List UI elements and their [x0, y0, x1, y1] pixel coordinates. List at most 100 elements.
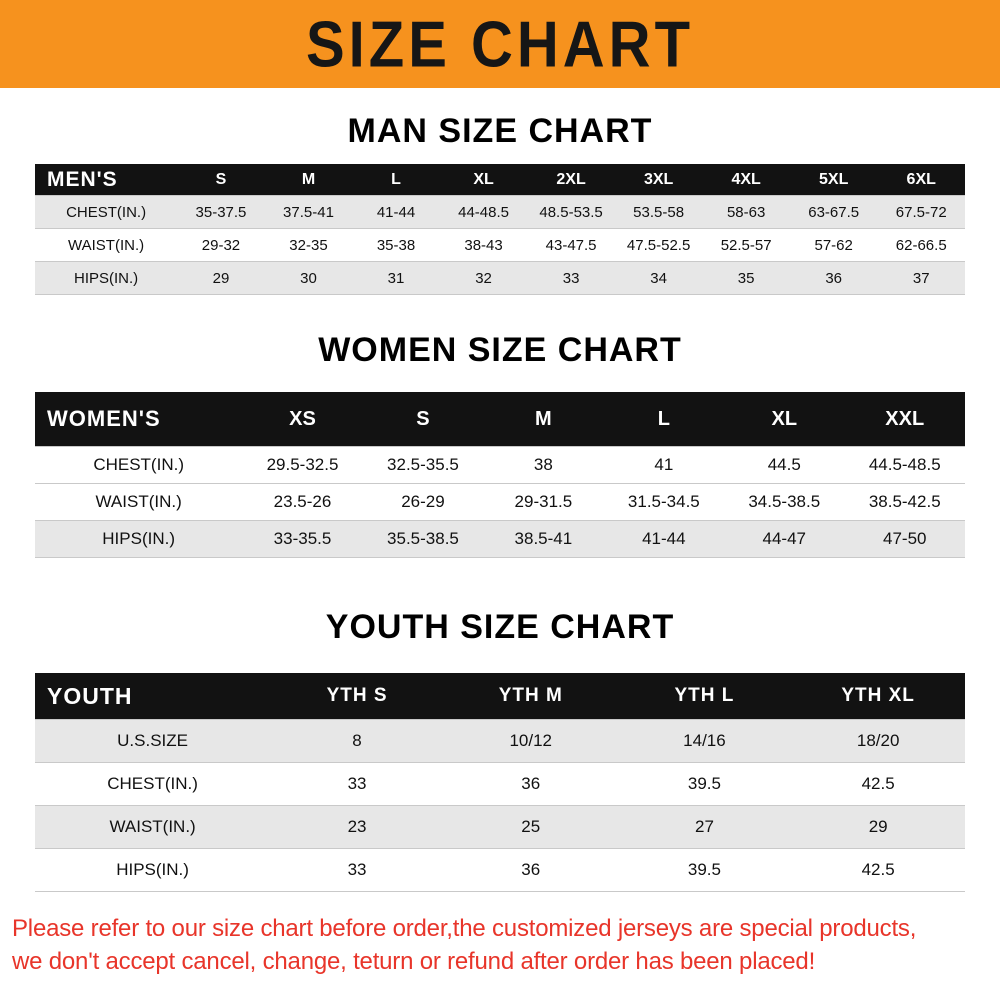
table-row: HIPS(IN.) 29 30 31 32 33 34 35 36 37: [35, 261, 965, 295]
value-cell: 32.5-35.5: [387, 455, 459, 474]
table-header-row: YOUTH YTH S YTH M YTH L YTH XL: [35, 673, 965, 720]
value-cell: 38.5-42.5: [868, 492, 941, 511]
size-column-header: 6XL: [877, 164, 965, 196]
size-column-header: 2XL: [527, 164, 615, 196]
footer-line-2: we don't accept cancel, change, teturn o…: [12, 948, 816, 975]
value-cell: 23: [347, 817, 367, 836]
size-column-header: YTH M: [443, 673, 618, 720]
value-cell: 41-44: [376, 203, 416, 221]
size-column-header: L: [352, 164, 440, 196]
value-cell: 37.5-41: [283, 203, 334, 221]
size-column-header: 3XL: [614, 164, 703, 196]
measurement-label-cell: WAIST(IN.): [109, 817, 196, 836]
value-cell: 34: [650, 269, 667, 287]
measurement-label-cell: HIPS(IN.): [74, 269, 139, 287]
measurement-label-cell: CHEST(IN.): [107, 774, 198, 793]
value-cell: 29: [212, 269, 230, 287]
value-cell: 27: [694, 817, 714, 836]
value-cell: 33-35.5: [273, 529, 332, 548]
value-cell: 43-47.5: [545, 236, 597, 254]
size-column-header: XL: [724, 392, 845, 447]
size-column-header: 5XL: [789, 164, 878, 196]
size-column-header: S: [362, 392, 484, 447]
table-row: WAIST(IN.) 23 25 27 29: [35, 805, 965, 849]
size-column-header: M: [483, 392, 604, 447]
size-column-header: YTH XL: [791, 673, 965, 720]
youth-section: YOUTH SIZE CHART YOUTH YTH S YTH M YTH L YTH…: [0, 608, 1000, 892]
value-cell: 29-32: [201, 236, 241, 254]
value-cell: 8: [352, 731, 362, 750]
value-cell: 39.5: [687, 774, 721, 793]
men-size-table: MEN'S S M L XL 2XL 3XL 4XL 5XL 6XL CHEST(IN.) 35-37…: [35, 164, 965, 295]
value-cell: 42.5: [861, 774, 895, 793]
value-cell: 31: [387, 269, 405, 287]
value-cell: 33: [562, 269, 580, 287]
value-cell: 44-47: [762, 529, 806, 548]
value-cell: 25: [521, 817, 541, 836]
value-cell: 35.5-38.5: [387, 529, 459, 548]
value-cell: 53.5-58: [633, 203, 685, 221]
value-cell: 38: [533, 455, 553, 474]
value-cell: 38.5-41: [514, 529, 573, 548]
value-cell: 44.5: [767, 455, 801, 474]
table-row: CHEST(IN.) 35-37.5 37.5-41 41-44 44-48.5 48.5…: [35, 195, 965, 229]
value-cell: 32: [475, 269, 492, 287]
women-section-heading: WOMEN SIZE CHART: [318, 331, 682, 369]
value-cell: 57-62: [814, 236, 853, 254]
women-section: WOMEN SIZE CHART WOMEN'S XS S M L XL XXL CHEST(…: [0, 331, 1000, 558]
size-column-header: XXL: [844, 392, 965, 447]
value-cell: 44-48.5: [458, 203, 509, 221]
size-column-header: 4XL: [702, 164, 790, 196]
value-cell: 42.5: [861, 860, 895, 879]
table-row: HIPS(IN.) 33 36 39.5 42.5: [35, 848, 965, 892]
value-cell: 29: [868, 817, 888, 836]
table-row: U.S.SIZE 8 10/12 14/16 18/20: [35, 719, 965, 763]
value-cell: 33: [347, 860, 367, 879]
value-cell: 47.5-52.5: [626, 236, 691, 254]
women-size-table: WOMEN'S XS S M L XL XXL CHEST(IN.) 29.5-32.5 32.5…: [35, 392, 965, 558]
footer-note: Please refer to our size chart before or…: [0, 892, 1000, 978]
value-cell: 34.5-38.5: [748, 492, 821, 511]
value-cell: 63-67.5: [808, 203, 860, 221]
size-column-header: YTH S: [270, 673, 444, 720]
youth-section-heading: YOUTH SIZE CHART: [325, 608, 675, 646]
value-cell: 29-31.5: [514, 492, 573, 511]
table-header-row: WOMEN'S XS S M L XL XXL: [35, 392, 965, 447]
value-cell: 36: [825, 269, 843, 287]
measurement-label-cell: HIPS(IN.): [102, 529, 176, 548]
table-row: WAIST(IN.) 29-32 32-35 35-38 38-43 43-47.5 47.…: [35, 228, 965, 262]
youth-size-table: YOUTH YTH S YTH M YTH L YTH XL U.S.SIZE 8 10/12…: [35, 673, 965, 892]
value-cell: 48.5-53.5: [539, 203, 603, 221]
value-cell: 35-37.5: [195, 203, 247, 221]
measurement-label-cell: WAIST(IN.): [68, 236, 145, 254]
value-cell: 33: [347, 774, 367, 793]
table-row: HIPS(IN.) 33-35.5 35.5-38.5 38.5-41 41-44 44-…: [35, 520, 965, 558]
measurement-label-cell: WAIST(IN.): [95, 492, 182, 511]
table-row: CHEST(IN.) 33 36 39.5 42.5: [35, 762, 965, 806]
value-cell: 62-66.5: [895, 236, 947, 254]
value-cell: 23.5-26: [273, 492, 332, 511]
value-cell: 29.5-32.5: [266, 455, 339, 474]
size-column-header: L: [603, 392, 725, 447]
value-cell: 44.5-48.5: [868, 455, 941, 474]
size-column-header: YTH L: [617, 673, 792, 720]
value-cell: 52.5-57: [720, 236, 772, 254]
size-chart-banner: SIZE CHART: [0, 0, 1000, 88]
value-cell: 38-43: [464, 236, 503, 254]
value-cell: 36: [521, 774, 541, 793]
table-title-cell: YOUTH: [35, 673, 271, 720]
table-title-cell: MEN'S: [35, 164, 178, 196]
size-column-header: M: [264, 164, 353, 196]
value-cell: 41-44: [642, 529, 686, 548]
value-cell: 47-50: [883, 529, 927, 548]
measurement-label-cell: CHEST(IN.): [93, 455, 184, 474]
value-cell: 58-63: [726, 203, 766, 221]
measurement-label-cell: CHEST(IN.): [66, 203, 147, 221]
size-column-header: S: [177, 164, 265, 196]
value-cell: 32-35: [289, 236, 328, 254]
value-cell: 35-38: [376, 236, 416, 254]
table-header-row: MEN'S S M L XL 2XL 3XL 4XL 5XL 6XL: [35, 164, 965, 196]
measurement-label-cell: HIPS(IN.): [116, 860, 189, 879]
value-cell: 14/16: [683, 731, 726, 750]
measurement-label-cell: U.S.SIZE: [117, 731, 189, 750]
